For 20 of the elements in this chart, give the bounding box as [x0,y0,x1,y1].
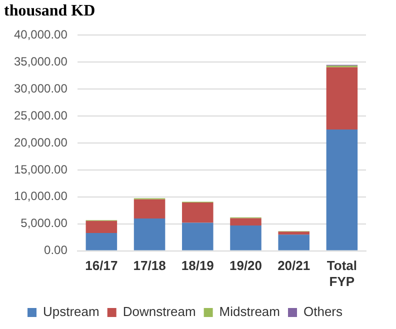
y-tick-label: 35,000.00 [14,54,68,68]
x-tick-label: 19/20 [229,258,262,274]
y-tick-label: 10,000.00 [14,189,68,204]
chart-title: thousand KD [4,2,96,20]
x-tick-label: Total FYP [326,258,357,289]
y-tick-label: 5,000.00 [20,216,68,230]
x-tick-label: 20/21 [278,258,310,274]
x-tick-label: 16/17 [85,258,118,274]
y-tick-label: 0.00 [44,243,68,258]
y-tick-label: 20,000.00 [14,135,68,150]
y-tick-label: 30,000.00 [14,81,68,96]
x-tick-label: 17/18 [133,258,166,274]
legend-label: Upstream [43,304,100,320]
legend-label: Downstream [122,304,196,320]
x-tick-label: 18/19 [181,258,214,274]
y-tick-label: 25,000.00 [14,108,68,122]
legend-label: Others [303,304,343,320]
y-tick-label: 40,000.00 [14,28,68,42]
y-tick-label: 15,000.00 [14,162,68,176]
legend-label: Midstream [219,304,280,320]
